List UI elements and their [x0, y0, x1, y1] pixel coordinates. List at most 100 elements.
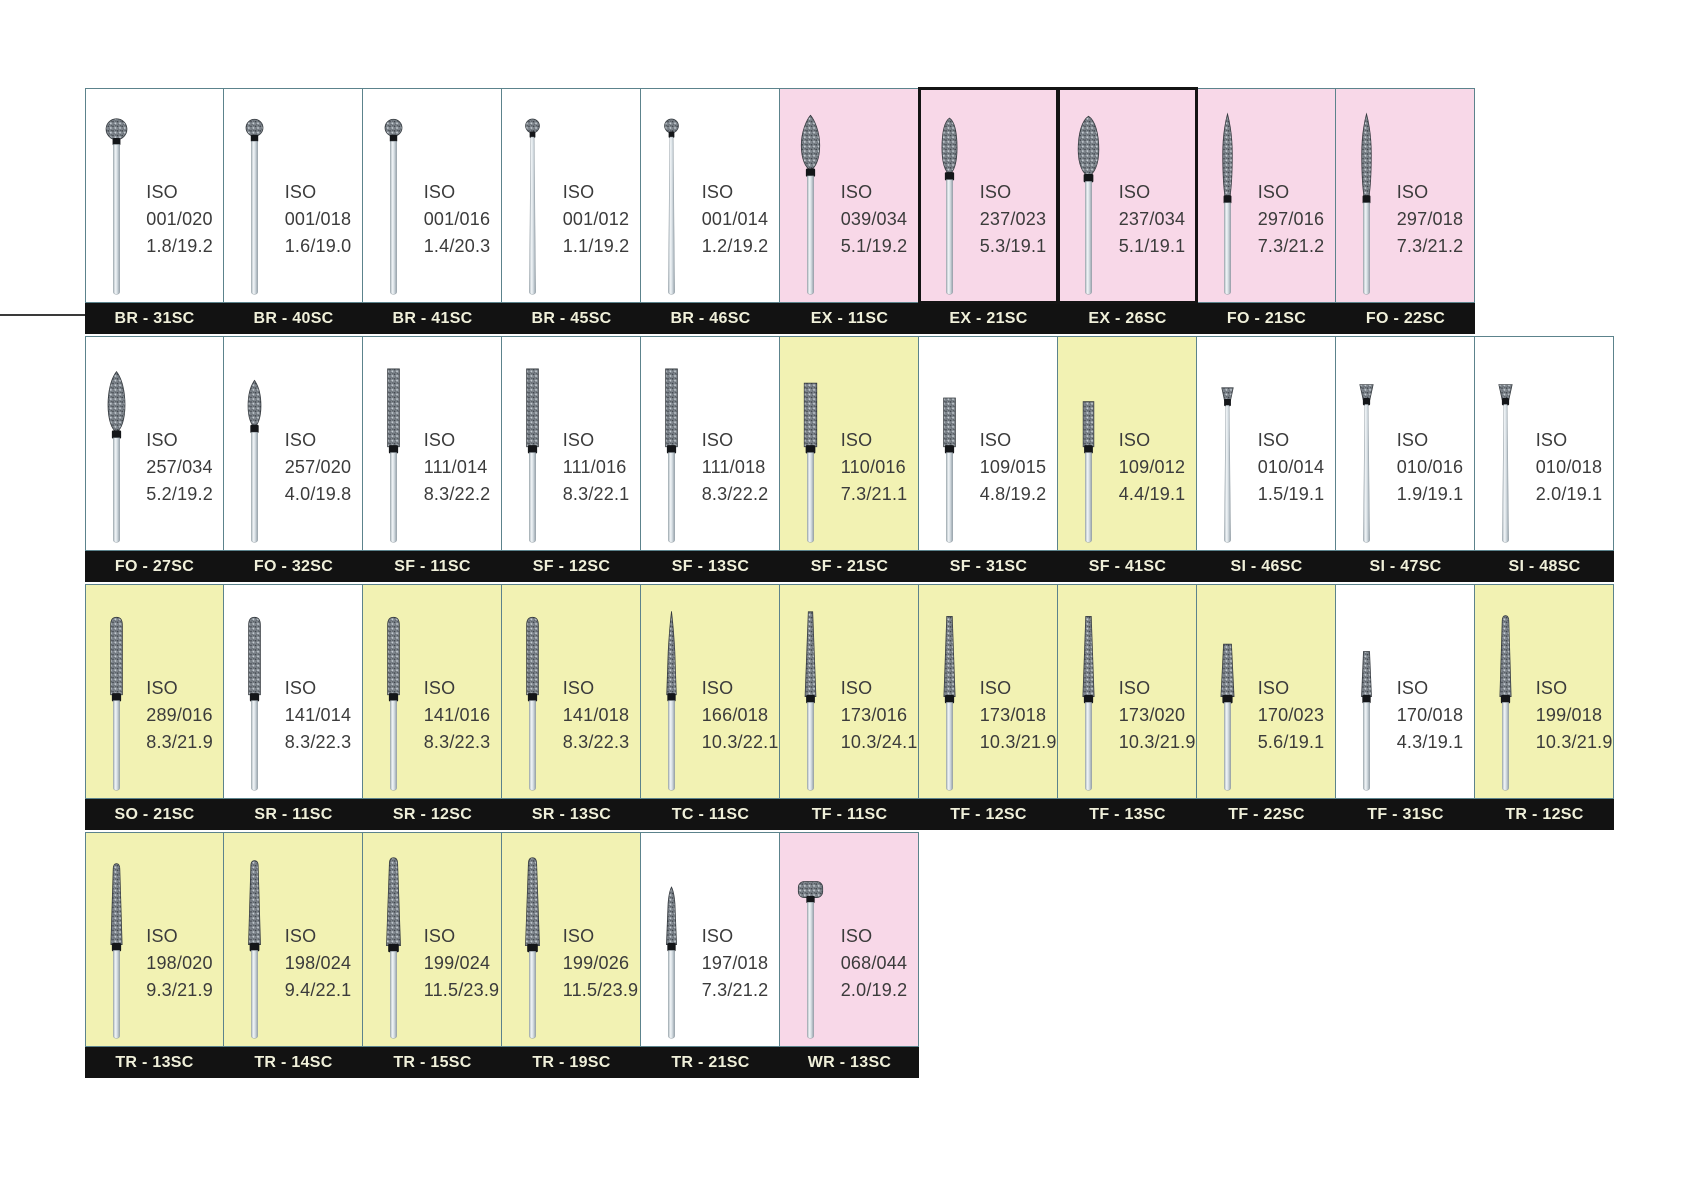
bur-specs: ISO 257/034 5.2/19.2: [146, 427, 223, 550]
bur-dimensions: 8.3/22.3: [562, 732, 630, 752]
iso-code: 001/014: [701, 209, 769, 229]
iso-prefix: ISO: [423, 678, 456, 698]
bur-photo: [780, 348, 841, 550]
iso-prefix: ISO: [423, 926, 456, 946]
bur-image: [1498, 384, 1513, 543]
bur-specs: ISO 109/015 4.8/19.2: [980, 427, 1057, 550]
iso-code: 289/016: [146, 705, 213, 725]
bur-cell-TF-22SC: ISO 170/023 5.6/19.1: [1197, 584, 1336, 799]
iso-code: 110/016: [840, 457, 906, 477]
iso-code: 068/044: [840, 953, 908, 973]
iso-prefix: ISO: [423, 182, 456, 202]
iso-code: 010/018: [1535, 457, 1603, 477]
iso-code: 257/020: [284, 457, 352, 477]
bur-cell-SF-11SC: ISO 111/014 8.3/22.2: [363, 336, 502, 551]
iso-code: 001/016: [423, 209, 491, 229]
product-code: SF - 41SC: [1088, 557, 1167, 575]
bur-specs: ISO 198/020 9.3/21.9: [146, 923, 223, 1046]
iso-code: 111/016: [562, 457, 627, 477]
bur-image: [941, 117, 958, 295]
iso-prefix: ISO: [146, 182, 178, 202]
iso-prefix: ISO: [701, 182, 734, 202]
product-code: SF - 11SC: [394, 557, 471, 575]
bur-cell-BR-41SC: ISO 001/016 1.4/20.3: [363, 88, 502, 303]
bur-image: [387, 616, 400, 791]
bur-row-3: ISO 289/016 8.3/21.9 ISO 141/014 8.3/22.3 ISO 1…: [85, 584, 1614, 830]
bur-cell-EX-26SC: ISO 237/034 5.1/19.1: [1057, 87, 1198, 304]
iso-prefix: ISO: [840, 430, 873, 450]
bur-specs: ISO 173/018 10.3/21.9: [980, 675, 1059, 798]
product-code: TF - 31SC: [1367, 805, 1444, 823]
product-code: SF - 21SC: [810, 557, 889, 575]
bur-photo: [919, 100, 980, 302]
bur-cell-WR-13SC: ISO 068/044 2.0/19.2: [780, 832, 919, 1047]
iso-code: 199/026: [562, 953, 630, 973]
bur-specs: ISO 141/016 8.3/22.3: [424, 675, 501, 798]
bur-cell-BR-45SC: ISO 001/012 1.1/19.2: [502, 88, 641, 303]
bur-image: [1082, 401, 1095, 543]
bur-cell-TR-15SC: ISO 199/024 11.5/23.9: [363, 832, 502, 1047]
bur-specs: ISO 141/018 8.3/22.3: [563, 675, 640, 798]
iso-prefix: ISO: [1257, 678, 1290, 698]
iso-prefix: ISO: [840, 182, 873, 202]
bur-cell-SO-21SC: ISO 289/016 8.3/21.9: [85, 584, 224, 799]
iso-prefix: ISO: [284, 430, 317, 450]
bur-dimensions: 8.3/22.3: [284, 732, 352, 752]
bur-dimensions: 1.1/19.2: [562, 236, 630, 256]
bur-image: [387, 368, 400, 543]
product-code: TR - 12SC: [1505, 805, 1584, 823]
product-code: BR - 31SC: [114, 309, 195, 327]
bur-photo: [1475, 596, 1536, 798]
iso-prefix: ISO: [562, 678, 595, 698]
bur-specs: ISO 173/016 10.3/24.1: [841, 675, 920, 798]
bur-image: [1359, 384, 1374, 543]
product-code: EX - 26SC: [1088, 309, 1167, 327]
bur-dimensions: 4.3/19.1: [1396, 732, 1464, 752]
iso-code: 197/018: [701, 953, 769, 973]
bur-photo: [919, 596, 980, 798]
bur-image: [804, 611, 817, 791]
product-code: TR - 15SC: [393, 1053, 472, 1071]
iso-code: 199/024: [423, 953, 491, 973]
iso-code: 237/023: [979, 209, 1047, 229]
iso-code: 198/024: [284, 953, 352, 973]
bur-dimensions: 2.0/19.2: [840, 980, 908, 1000]
iso-code: 001/020: [146, 209, 213, 229]
bur-photo: [1058, 348, 1119, 550]
bur-cell-FO-21SC: ISO 297/016 7.3/21.2: [1197, 88, 1336, 303]
bur-dimensions: 7.3/21.2: [701, 980, 769, 1000]
product-code: SO - 21SC: [114, 805, 195, 823]
bur-photo: [1197, 100, 1258, 302]
product-code: SI - 47SC: [1369, 557, 1442, 575]
bur-image: [665, 368, 678, 543]
iso-prefix: ISO: [1396, 678, 1429, 698]
bur-dimensions: 5.2/19.2: [146, 484, 213, 504]
bur-image: [1077, 115, 1100, 295]
bur-dimensions: 5.1/19.1: [1118, 236, 1186, 256]
bur-dimensions: 1.8/19.2: [146, 236, 213, 256]
bur-dimensions: 10.3/21.9: [979, 732, 1057, 752]
product-code-bar: SO - 21SC SR - 11SC SR - 12SC SR - 13SC TC -…: [85, 799, 1614, 830]
bur-specs: ISO 109/012 4.4/19.1: [1119, 427, 1196, 550]
bur-image: [107, 371, 126, 543]
product-code-bar: BR - 31SC BR - 40SC BR - 41SC BR - 45SC BR -…: [85, 303, 1475, 334]
bur-photo: [363, 100, 424, 302]
bur-specs: ISO 111/016 8.3/22.1: [563, 427, 640, 550]
bur-specs: ISO 237/034 5.1/19.1: [1119, 179, 1196, 302]
bur-image: [525, 118, 540, 295]
bur-specs: ISO 111/014 8.3/22.2: [424, 427, 501, 550]
bur-dimensions: 8.3/21.9: [146, 732, 213, 752]
iso-code: 257/034: [146, 457, 213, 477]
bur-dimensions: 4.4/19.1: [1118, 484, 1186, 504]
iso-code: 111/018: [701, 457, 766, 477]
iso-prefix: ISO: [979, 678, 1012, 698]
product-code-bar: TR - 13SC TR - 14SC TR - 15SC TR - 19SC TR -…: [85, 1047, 919, 1078]
bur-image: [803, 382, 818, 543]
bur-image: [664, 118, 679, 295]
iso-prefix: ISO: [1118, 182, 1151, 202]
bur-cell-BR-46SC: ISO 001/014 1.2/19.2: [641, 88, 780, 303]
product-code: TR - 21SC: [671, 1053, 750, 1071]
bur-cell-TR-13SC: ISO 198/020 9.3/21.9: [85, 832, 224, 1047]
iso-prefix: ISO: [701, 926, 734, 946]
